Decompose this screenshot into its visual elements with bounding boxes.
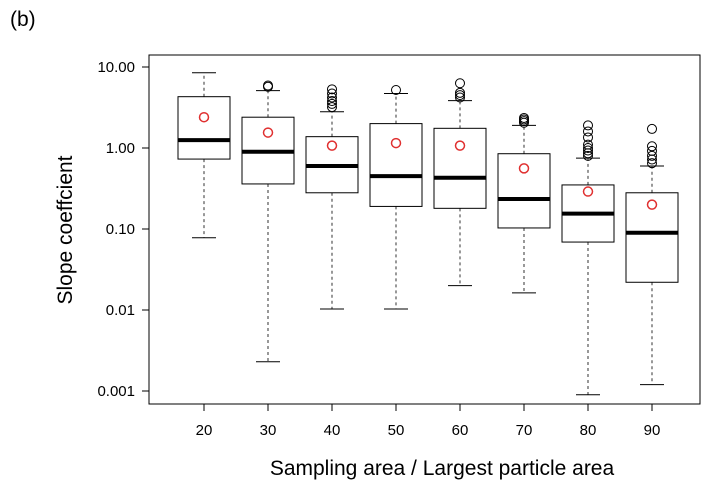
- outlier-point: [583, 145, 593, 156]
- outlier-point: [583, 139, 593, 150]
- outlier-point: [583, 143, 593, 153]
- iqr-box: [497, 153, 551, 229]
- outlier-point: [327, 84, 337, 95]
- y-tick-label: 0.001: [97, 383, 135, 400]
- box-70: [497, 112, 551, 294]
- outlier-point: [647, 150, 657, 161]
- mean-marker: [390, 137, 402, 149]
- box-30: [241, 80, 295, 363]
- mean-marker: [582, 186, 594, 197]
- outlier-point: [327, 96, 337, 107]
- y-axis-label: Slope coeffcient: [54, 155, 77, 304]
- box-20: [177, 72, 231, 239]
- mean-marker: [646, 199, 658, 210]
- x-tick-label: 40: [324, 422, 341, 439]
- outlier-point: [327, 102, 337, 113]
- box-50: [369, 85, 423, 310]
- outlier-point: [647, 123, 657, 134]
- plot-frame: [148, 54, 701, 405]
- outlier-point: [455, 87, 465, 98]
- outlier-point: [647, 158, 657, 169]
- outlier-point: [391, 85, 401, 96]
- outlier-point: [583, 126, 593, 137]
- iqr-box: [177, 96, 231, 160]
- outlier-point: [647, 145, 657, 156]
- box-40: [305, 84, 359, 310]
- iqr-box: [433, 127, 487, 209]
- outlier-point: [327, 98, 337, 109]
- y-tick-label: 10.00: [97, 59, 135, 76]
- mean-marker: [518, 163, 530, 174]
- x-tick-label: 80: [580, 422, 597, 439]
- box-80: [561, 120, 615, 396]
- box-90: [625, 123, 679, 386]
- boxes: [177, 72, 679, 396]
- mean-marker: [198, 111, 210, 123]
- box-60: [433, 78, 487, 287]
- outlier-point: [263, 80, 273, 91]
- panel-label: (b): [10, 8, 36, 31]
- x-axis-label: Sampling area / Largest particle area: [270, 457, 615, 480]
- mean-marker: [262, 127, 274, 138]
- outlier-point: [583, 132, 593, 143]
- x-tick-label: 90: [644, 422, 661, 439]
- x-tick-label: 30: [260, 422, 277, 439]
- y-tick-label: 0.10: [106, 221, 135, 238]
- x-axis: 20 30 40 50 60 70 80 90: [196, 404, 661, 439]
- outlier-point: [455, 90, 465, 101]
- outlier-point: [455, 92, 465, 103]
- x-tick-label: 50: [388, 422, 405, 439]
- y-axis: 10.00 1.00 0.10 0.01 0.001: [97, 59, 149, 400]
- x-tick-label: 70: [516, 422, 533, 439]
- outlier-point: [327, 92, 337, 103]
- iqr-box: [369, 123, 423, 207]
- y-tick-label: 1.00: [106, 140, 135, 157]
- iqr-box: [625, 192, 679, 283]
- outlier-point: [519, 112, 529, 123]
- mean-marker: [326, 140, 338, 151]
- mean-marker: [454, 140, 466, 151]
- outlier-point: [455, 78, 465, 89]
- outlier-point: [583, 150, 593, 161]
- x-tick-label: 20: [196, 422, 213, 439]
- x-tick-label: 60: [452, 422, 469, 439]
- outlier-point: [327, 88, 337, 99]
- outlier-point: [647, 141, 657, 152]
- y-tick-label: 0.01: [106, 302, 135, 319]
- outlier-point: [583, 120, 593, 131]
